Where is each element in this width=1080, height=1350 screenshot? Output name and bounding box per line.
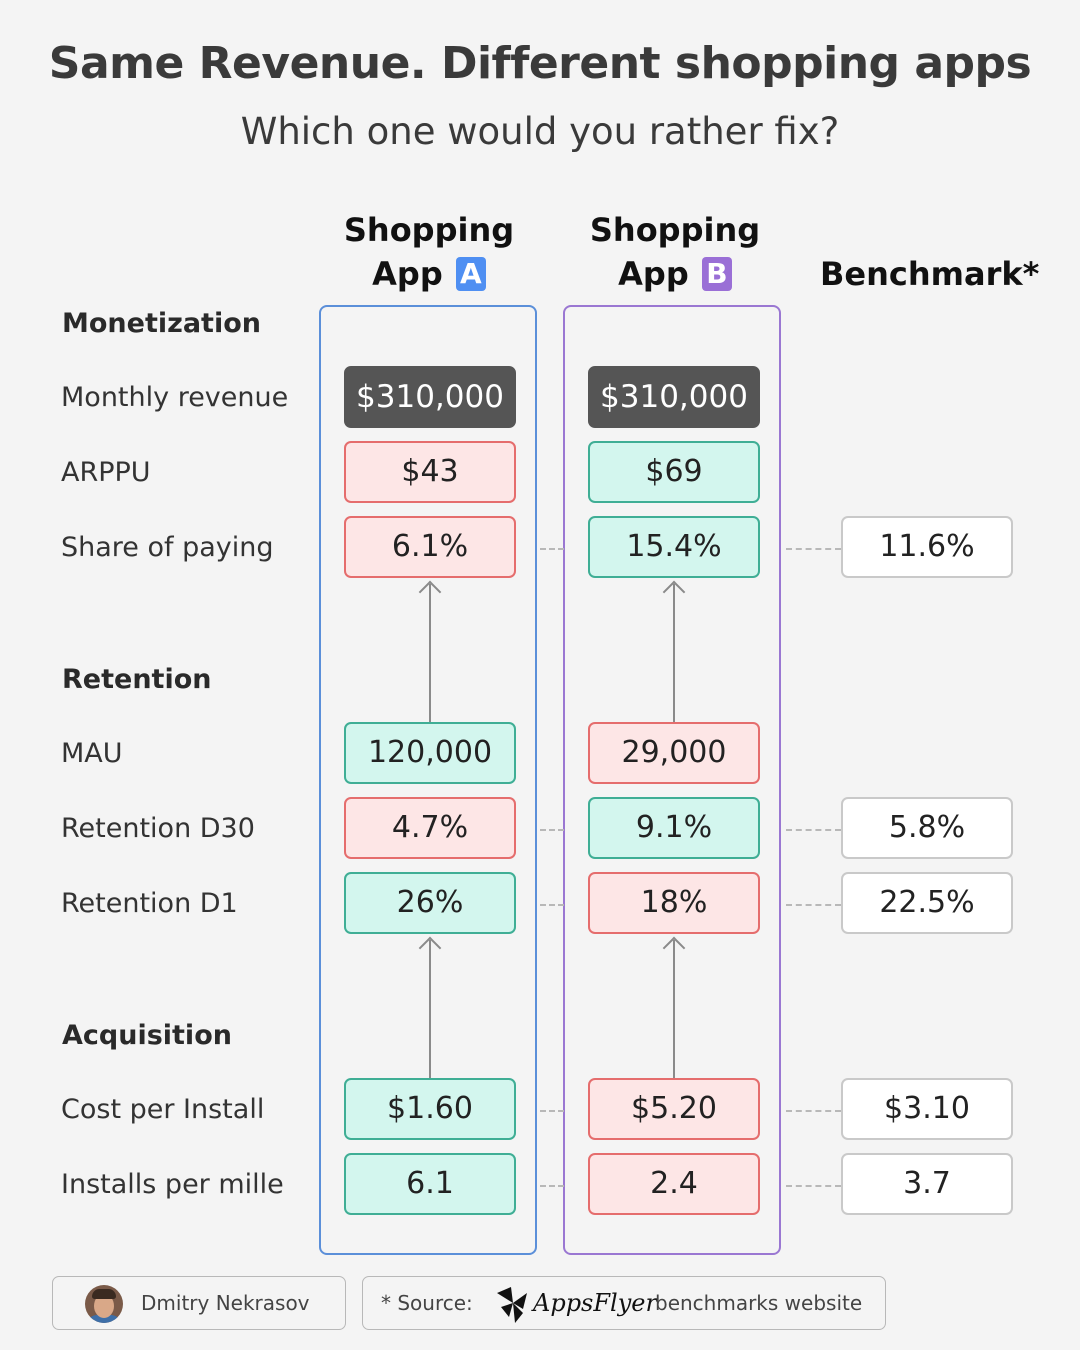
app-a-retention-d1: 26% bbox=[344, 872, 516, 934]
connector bbox=[786, 548, 841, 550]
row-label-monthly-revenue: Monthly revenue bbox=[61, 382, 289, 413]
benchmark-share-of-paying: 11.6% bbox=[841, 516, 1013, 578]
app-a-monthly-revenue: $310,000 bbox=[344, 366, 516, 428]
row-label-retention-d30: Retention D30 bbox=[61, 813, 255, 844]
section-acquisition: Acquisition bbox=[62, 1020, 232, 1051]
connector bbox=[786, 1110, 841, 1112]
row-label-share-of-paying: Share of paying bbox=[61, 532, 274, 563]
row-label-retention-d1: Retention D1 bbox=[61, 888, 238, 919]
section-retention: Retention bbox=[62, 664, 212, 695]
app-b-share-of-paying: 15.4% bbox=[588, 516, 760, 578]
section-monetization: Monetization bbox=[62, 308, 261, 339]
app-a-badge: A bbox=[455, 257, 486, 291]
app-b-monthly-revenue: $310,000 bbox=[588, 366, 760, 428]
page-title: Same Revenue. Different shopping apps bbox=[48, 38, 1032, 89]
author-name: Dmitry Nekrasov bbox=[141, 1291, 310, 1315]
author-avatar bbox=[85, 1285, 123, 1323]
connector bbox=[786, 904, 841, 906]
source-prefix: * Source: bbox=[381, 1291, 473, 1315]
source-credit: * Source: AppsFlyer benchmarks website bbox=[362, 1276, 886, 1330]
benchmark-installs-per-mille: 3.7 bbox=[841, 1153, 1013, 1215]
arrow-b-mau-to-paying bbox=[673, 584, 675, 722]
connector bbox=[786, 829, 841, 831]
app-a-cost-per-install: $1.60 bbox=[344, 1078, 516, 1140]
app-a-installs-per-mille: 6.1 bbox=[344, 1153, 516, 1215]
app-a-word: App bbox=[372, 255, 443, 293]
app-a-arppu: $43 bbox=[344, 441, 516, 503]
column-header-app-a-line2: App A bbox=[319, 252, 539, 296]
arrow-b-cpi-to-d1 bbox=[673, 940, 675, 1078]
app-b-retention-d30: 9.1% bbox=[588, 797, 760, 859]
connector bbox=[540, 548, 564, 550]
row-label-cost-per-install: Cost per Install bbox=[61, 1094, 265, 1125]
app-a-share-of-paying: 6.1% bbox=[344, 516, 516, 578]
app-a-mau: 120,000 bbox=[344, 722, 516, 784]
app-b-cost-per-install: $5.20 bbox=[588, 1078, 760, 1140]
app-b-word: App bbox=[618, 255, 689, 293]
app-a-panel bbox=[319, 305, 537, 1255]
connector bbox=[540, 1185, 564, 1187]
app-b-panel bbox=[563, 305, 781, 1255]
benchmark-retention-d1: 22.5% bbox=[841, 872, 1013, 934]
connector bbox=[540, 1110, 564, 1112]
app-b-mau: 29,000 bbox=[588, 722, 760, 784]
page-subtitle: Which one would you rather fix? bbox=[240, 110, 840, 153]
row-label-arppu: ARPPU bbox=[61, 457, 151, 488]
arrow-a-mau-to-paying bbox=[429, 584, 431, 722]
app-b-retention-d1: 18% bbox=[588, 872, 760, 934]
appsflyer-logo-icon bbox=[497, 1287, 527, 1323]
appsflyer-wordmark: AppsFlyer bbox=[533, 1289, 657, 1317]
row-label-installs-per-mille: Installs per mille bbox=[61, 1169, 284, 1200]
app-b-badge: B bbox=[701, 257, 732, 291]
benchmark-cost-per-install: $3.10 bbox=[841, 1078, 1013, 1140]
column-header-benchmark: Benchmark* bbox=[820, 255, 1040, 293]
benchmark-retention-d30: 5.8% bbox=[841, 797, 1013, 859]
column-header-app-b-line2: App B bbox=[563, 252, 787, 296]
column-header-app-a: Shopping App A bbox=[319, 208, 539, 296]
app-b-arppu: $69 bbox=[588, 441, 760, 503]
arrow-a-cpi-to-d1 bbox=[429, 940, 431, 1078]
author-credit: Dmitry Nekrasov bbox=[52, 1276, 346, 1330]
column-header-app-b: Shopping App B bbox=[563, 208, 787, 296]
connector bbox=[540, 904, 564, 906]
connector bbox=[786, 1185, 841, 1187]
column-header-app-b-line1: Shopping bbox=[589, 211, 761, 249]
connector bbox=[540, 829, 564, 831]
row-label-mau: MAU bbox=[61, 738, 123, 769]
app-a-retention-d30: 4.7% bbox=[344, 797, 516, 859]
column-header-app-a-line1: Shopping bbox=[343, 211, 515, 249]
app-b-installs-per-mille: 2.4 bbox=[588, 1153, 760, 1215]
source-suffix: benchmarks website bbox=[655, 1291, 863, 1315]
